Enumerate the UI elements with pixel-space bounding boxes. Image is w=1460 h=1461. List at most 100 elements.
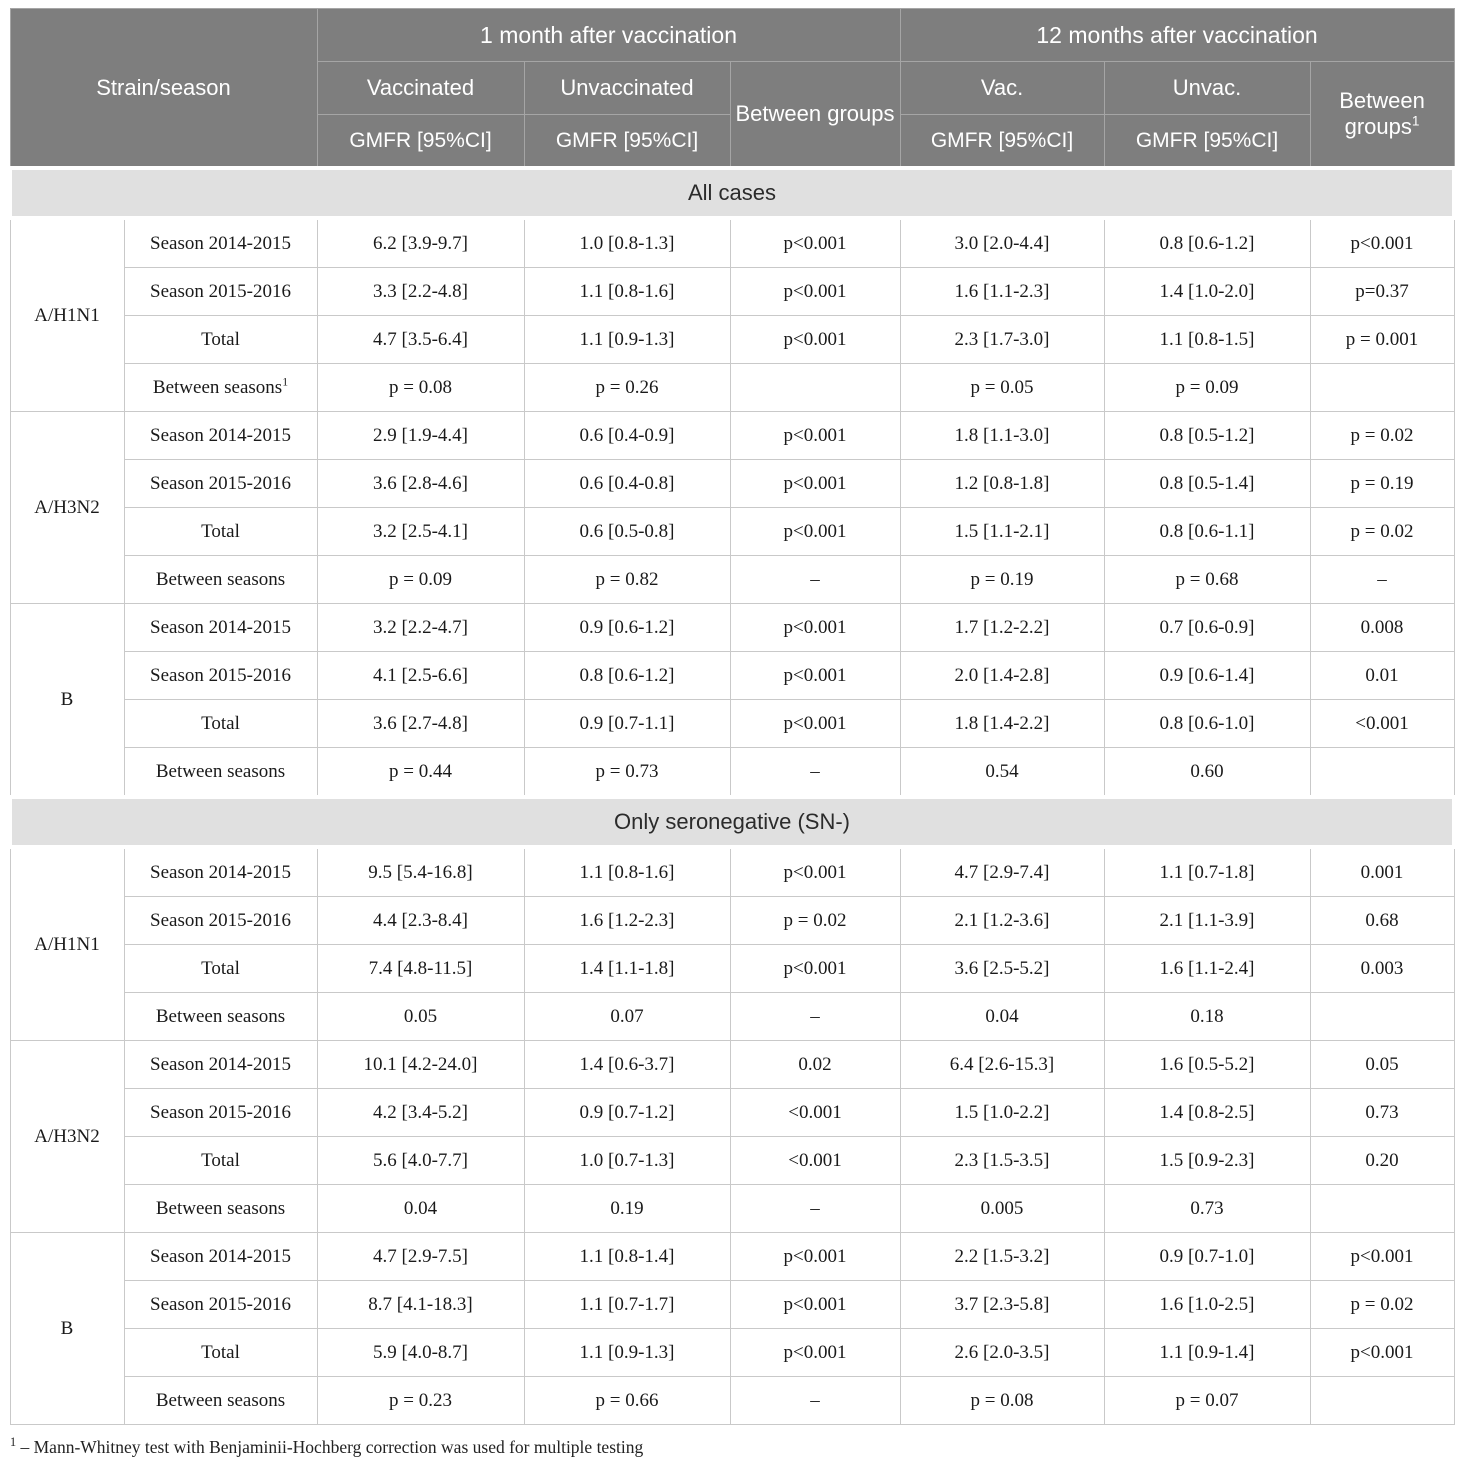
strain-label: A/H3N2 <box>9 1040 125 1233</box>
data-cell: p<0.001 <box>729 267 901 316</box>
data-cell: 3.0 [2.0-4.4] <box>899 217 1105 268</box>
data-cell: 4.2 [3.4-5.2] <box>316 1088 525 1137</box>
data-cell: 2.6 [2.0-3.5] <box>899 1328 1105 1377</box>
row-label-text: Season 2015-2016 <box>150 1293 291 1315</box>
col-header-strain-season: Strain/season <box>9 8 318 169</box>
data-cell: p = 0.07 <box>1103 1376 1311 1425</box>
data-cell: p<0.001 <box>729 507 901 556</box>
data-cell: p<0.001 <box>729 651 901 700</box>
footnote-text: – Mann-Whitney test with Benjaminii-Hoch… <box>20 1436 644 1457</box>
data-cell: – <box>729 992 901 1041</box>
table-row: Total 7.4 [4.8-11.5] 1.4 [1.1-1.8] p<0.001 3… <box>10 944 1455 993</box>
col-header-unvac: Unvac. <box>1103 61 1311 115</box>
row-label-text: Season 2014-2015 <box>150 424 291 446</box>
data-cell: 1.0 [0.7-1.3] <box>523 1136 731 1185</box>
table-row: Total 5.6 [4.0-7.7] 1.0 [0.7-1.3] <0.001 2.3… <box>10 1136 1455 1185</box>
data-cell: 1.1 [0.7-1.7] <box>523 1280 731 1329</box>
data-cell: p = 0.08 <box>899 1376 1105 1425</box>
col-header-gmfr-unvaccinated: GMFR [95%CI] <box>523 114 731 169</box>
data-cell: 2.3 [1.7-3.0] <box>899 315 1105 364</box>
data-cell: p<0.001 <box>729 944 901 993</box>
data-cell: p = 0.09 <box>1103 363 1311 412</box>
row-label: Season 2014-2015 <box>123 1232 318 1281</box>
data-cell: p<0.001 <box>1309 1328 1455 1377</box>
data-cell: 3.2 [2.5-4.1] <box>316 507 525 556</box>
row-label-text: Total <box>201 712 240 734</box>
row-label: Between seasons <box>123 992 318 1041</box>
row-label-text: Between seasons <box>155 1005 286 1027</box>
data-cell: 2.9 [1.9-4.4] <box>316 411 525 460</box>
col-header-unvaccinated: Unvaccinated <box>523 61 731 115</box>
data-cell: 0.02 <box>729 1040 901 1089</box>
data-cell: 1.5 [0.9-2.3] <box>1103 1136 1311 1185</box>
data-cell: 1.8 [1.1-3.0] <box>899 411 1105 460</box>
data-cell: 1.1 [0.8-1.6] <box>523 846 731 897</box>
data-cell: 5.6 [4.0-7.7] <box>316 1136 525 1185</box>
col-header-gmfr-vac: GMFR [95%CI] <box>899 114 1105 169</box>
section-band-row: All cases <box>7 166 1457 220</box>
data-cell: 1.5 [1.0-2.2] <box>899 1088 1105 1137</box>
data-cell: p = 0.26 <box>523 363 731 412</box>
data-cell: p = 0.82 <box>523 555 731 604</box>
row-label-text: Season 2015-2016 <box>150 909 291 931</box>
data-cell: 0.20 <box>1309 1136 1455 1185</box>
data-cell: 1.0 [0.8-1.3] <box>523 217 731 268</box>
col-header-gmfr-vaccinated: GMFR [95%CI] <box>316 114 525 169</box>
row-label: Season 2014-2015 <box>123 411 318 460</box>
data-cell: 0.8 [0.6-1.1] <box>1103 507 1311 556</box>
row-label-text: Total <box>201 1341 240 1363</box>
data-cell: – <box>729 1376 901 1425</box>
table-row: Season 2015-2016 8.7 [4.1-18.3] 1.1 [0.7-1… <box>10 1280 1455 1329</box>
data-cell: 3.6 [2.7-4.8] <box>316 699 525 748</box>
data-cell: 1.6 [1.2-2.3] <box>523 896 731 945</box>
data-cell: 0.008 <box>1309 603 1455 652</box>
data-cell <box>729 363 901 412</box>
data-cell: 0.8 [0.6-1.2] <box>1103 217 1311 268</box>
row-label: Total <box>123 944 318 993</box>
strain-group: A/H3N2 Season 2014-2015 2.9 [1.9-4.4] 0.6 [… <box>9 411 1455 604</box>
data-cell: 1.2 [0.8-1.8] <box>899 459 1105 508</box>
data-cell: 4.4 [2.3-8.4] <box>316 896 525 945</box>
col-group-12-months: 12 months after vaccination <box>899 8 1455 62</box>
section-title: All cases <box>7 166 1457 220</box>
data-cell: 0.01 <box>1309 651 1455 700</box>
data-cell: 0.18 <box>1103 992 1311 1041</box>
table-row: B Season 2014-2015 4.7 [2.9-7.5] 1.1 [0.8-1… <box>9 1232 1455 1425</box>
data-cell: 4.7 [2.9-7.4] <box>899 846 1105 897</box>
row-label: Between seasons <box>123 555 318 604</box>
data-cell: p<0.001 <box>729 217 901 268</box>
row-label-text: Total <box>201 328 240 350</box>
data-cell: 1.4 [0.6-3.7] <box>523 1040 731 1089</box>
data-cell: 0.8 [0.6-1.0] <box>1103 699 1311 748</box>
data-cell: 0.6 [0.4-0.8] <box>523 459 731 508</box>
data-cell: 0.001 <box>1309 846 1455 897</box>
data-cell: 1.1 [0.8-1.4] <box>523 1232 731 1281</box>
data-cell: 0.003 <box>1309 944 1455 993</box>
data-cell: 3.7 [2.3-5.8] <box>899 1280 1105 1329</box>
section-title: Only seronegative (SN-) <box>7 795 1457 849</box>
strain-label: B <box>9 1232 125 1425</box>
data-cell: p = 0.02 <box>729 896 901 945</box>
data-cell: p=0.37 <box>1309 267 1455 316</box>
data-cell: 0.6 [0.5-0.8] <box>523 507 731 556</box>
data-cell: p<0.001 <box>729 411 901 460</box>
data-cell: 0.9 [0.7-1.0] <box>1103 1232 1311 1281</box>
data-cell: 0.07 <box>523 992 731 1041</box>
row-label: Season 2014-2015 <box>123 1040 318 1089</box>
table-row: Between seasons 0.04 0.19–0.005 0.73 <box>10 1184 1455 1233</box>
data-cell: 10.1 [4.2-24.0] <box>316 1040 525 1089</box>
data-cell: 6.4 [2.6-15.3] <box>899 1040 1105 1089</box>
row-label: Between seasons <box>123 1184 318 1233</box>
data-cell: 1.7 [1.2-2.2] <box>899 603 1105 652</box>
data-cell: 1.6 [1.0-2.5] <box>1103 1280 1311 1329</box>
footnote-marker: 1 <box>1411 113 1420 129</box>
table-row: Between seasons1 p = 0.08 p = 0.26 p = 0.05… <box>10 363 1455 412</box>
data-cell: p<0.001 <box>729 603 901 652</box>
table-row: Season 2015-2016 4.1 [2.5-6.6] 0.8 [0.6-1.… <box>10 651 1455 700</box>
data-cell: p<0.001 <box>729 1280 901 1329</box>
col-header-vac: Vac. <box>899 61 1105 115</box>
row-label-text: Between seasons <box>155 1197 286 1219</box>
data-cell: 0.73 <box>1103 1184 1311 1233</box>
data-cell: p<0.001 <box>729 699 901 748</box>
table-row: Season 2015-2016 4.2 [3.4-5.2] 0.9 [0.7-1.… <box>10 1088 1455 1137</box>
